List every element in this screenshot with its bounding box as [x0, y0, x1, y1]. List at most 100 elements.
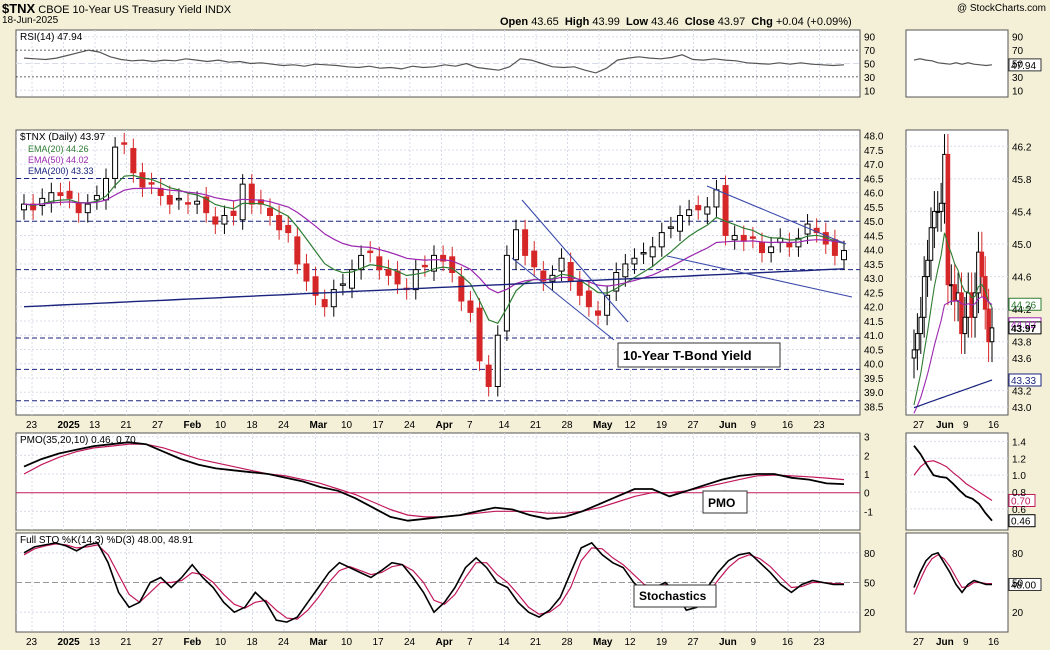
zoom-sto-k-line	[913, 551, 992, 594]
price-tick-label: 41.5	[864, 317, 884, 328]
x-axis-label: 24	[404, 420, 416, 431]
zoom-price-tick-label: 43.6	[1012, 354, 1032, 365]
price-candle	[677, 215, 683, 232]
zoom-price-tag-text: 43.97	[1011, 324, 1036, 335]
x-axis-label: 9	[751, 420, 757, 431]
zoom-candle	[972, 292, 978, 318]
zoom-candle	[928, 227, 934, 261]
close-label: Close	[684, 16, 715, 28]
zoom-x-axis-label: Jun	[936, 420, 954, 431]
zoom-candle	[932, 210, 937, 229]
x-axis-label: 18	[247, 420, 259, 431]
zoom-panel-frame	[905, 532, 1009, 633]
x-axis-label: May	[593, 637, 613, 648]
pmo-tick-label: 0	[864, 489, 870, 500]
x-axis-label: 10	[341, 420, 353, 431]
zoom-x-axis-label: 9	[963, 637, 969, 648]
exchange-name: INDX	[204, 4, 232, 16]
x-axis-label: Apr	[436, 637, 453, 648]
rsi-zoom-tick-label: 30	[1012, 73, 1024, 84]
x-axis-label: 2025	[58, 420, 81, 431]
price-tick-label: 39.5	[864, 374, 884, 385]
pmo-tick-label: 2	[864, 451, 870, 462]
price-tick-label: 39.0	[864, 388, 884, 399]
price-candle	[75, 202, 82, 214]
price-candle	[239, 183, 246, 221]
rsi-line	[23, 49, 845, 74]
x-axis-label: 16	[782, 637, 794, 648]
x-axis-label: 27	[152, 420, 164, 431]
rsi-tick-label: 10	[864, 86, 876, 97]
pmo-annotation-box	[702, 490, 748, 514]
price-tick-label: 43.5	[864, 260, 884, 271]
x-axis-label: 24	[278, 637, 290, 648]
price-candle	[686, 209, 693, 217]
price-tick-label: 45.5	[864, 203, 884, 214]
price-candle	[112, 146, 119, 179]
zoom-price-tick-label: 45.0	[1012, 240, 1032, 251]
price-candle	[476, 307, 483, 362]
zoom-price-tag-text: 44.26	[1011, 300, 1036, 311]
price-candle	[841, 250, 847, 261]
trend-channel-line	[511, 257, 615, 341]
price-candle	[57, 192, 64, 197]
price-tick-label: 43.0	[864, 274, 884, 285]
rsi-tick-label: 70	[864, 46, 876, 57]
zoom-pmo-tick-label: 1.2	[1012, 454, 1026, 465]
zoom-price-tick-label: 45.8	[1012, 175, 1032, 186]
pmo-tick-label: -1	[864, 507, 873, 518]
zoom-price-tick-label: 43.8	[1012, 338, 1032, 349]
trend-channel-line	[706, 185, 847, 245]
zoom-panel-frame	[905, 129, 1009, 416]
price-candle	[303, 263, 310, 282]
ema50-line	[23, 187, 845, 294]
high-value: 43.99	[592, 16, 620, 28]
price-candle	[148, 182, 155, 185]
pmo-annotation: PMO	[708, 496, 735, 510]
price-candle	[759, 242, 765, 254]
price-candle	[458, 276, 465, 302]
zoom-panel-frame	[905, 432, 1009, 531]
zoom-pmo-tick-label: 1.0	[1012, 471, 1026, 482]
zoom-pmo-line	[913, 445, 993, 522]
price-annotation-box	[617, 342, 781, 368]
zoom-price-tick-label: 46.2	[1012, 142, 1032, 153]
price-candle	[786, 242, 793, 248]
price-candle	[185, 202, 191, 205]
price-candle	[667, 226, 674, 229]
open-value: 43.65	[531, 16, 559, 28]
x-axis-label: 19	[656, 420, 668, 431]
x-axis-label: 9	[751, 637, 757, 648]
rsi-zoom-tick-label: 50	[1012, 60, 1024, 71]
x-axis-label: 27	[152, 637, 164, 648]
x-axis-label: 28	[562, 637, 574, 648]
x-axis-label: 28	[562, 420, 574, 431]
x-axis-label: Feb	[184, 420, 202, 431]
sto-value-tag-text: 48.00	[1011, 580, 1036, 591]
rsi-value-tag	[1008, 58, 1042, 72]
price-candle	[440, 254, 447, 262]
chart-marks	[16, 49, 1042, 623]
price-candle	[531, 250, 538, 268]
price-candle	[576, 280, 583, 296]
price-candle	[604, 294, 611, 316]
price-candle	[248, 183, 255, 205]
price-candle	[485, 364, 492, 387]
zoom-pmo-tick-label: 0.8	[1012, 488, 1026, 499]
rsi-tick-label: 50	[864, 60, 876, 71]
chart-date: 18-Jun-2025	[2, 15, 59, 26]
price-candle	[768, 246, 775, 254]
x-axis-label: 24	[404, 637, 416, 648]
x-axis-label: 16	[782, 420, 794, 431]
security-name: CBOE 10-Year US Treasury Yield	[38, 4, 202, 16]
sto-annotation-box	[633, 584, 717, 608]
price-candle	[276, 215, 283, 231]
price-candle	[230, 210, 237, 217]
zoom-price-tick-label: 44.2	[1012, 305, 1032, 316]
x-axis-label: 13	[89, 420, 101, 431]
rsi-tick-label: 90	[864, 33, 876, 44]
price-candle	[285, 224, 292, 234]
price-tick-label: 44.0	[864, 246, 884, 257]
sto-label: Full STO %K(14,3) %D(3) 48.00, 48.91	[20, 535, 194, 546]
